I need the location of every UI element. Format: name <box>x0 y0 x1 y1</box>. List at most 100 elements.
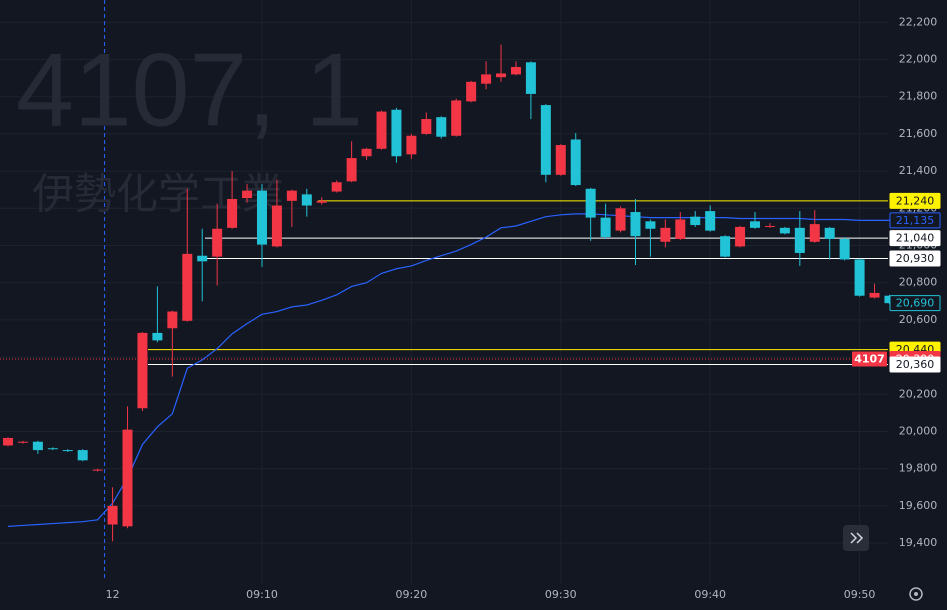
candle-body <box>466 81 477 102</box>
y-tick-label: 19,800 <box>899 462 938 475</box>
candle-body <box>510 66 521 75</box>
candle-body <box>137 332 148 409</box>
x-tick-label: 09:50 <box>844 588 876 601</box>
candle-body <box>570 139 581 186</box>
candle-body <box>17 441 28 443</box>
candle-body <box>301 194 312 206</box>
candle-body <box>839 238 850 260</box>
settings-button[interactable] <box>909 587 923 601</box>
candle-body <box>47 448 58 450</box>
y-tick-label: 22,200 <box>899 15 938 28</box>
candle-body <box>152 332 163 341</box>
candle-body <box>705 211 716 231</box>
x-tick-label: 09:30 <box>545 588 577 601</box>
price-badge-label: 21,040 <box>896 232 935 245</box>
price-badge-label: 21,135 <box>896 214 935 227</box>
price-badge-label: 20,930 <box>896 252 935 265</box>
gear-center <box>914 592 918 596</box>
candle-body <box>720 236 731 257</box>
candle-body <box>242 190 253 199</box>
x-tick-label: 09:10 <box>246 588 278 601</box>
price-badge <box>889 356 941 373</box>
candle-body <box>735 226 746 247</box>
symbol-badge-label: 4107 <box>854 352 885 365</box>
candle-body <box>630 212 641 237</box>
candle-body <box>271 205 282 247</box>
candle-body <box>107 505 118 525</box>
y-tick-label: 21,400 <box>899 164 938 177</box>
candle-body <box>600 217 611 238</box>
candle-body <box>346 158 357 182</box>
candle-body <box>227 199 238 228</box>
scroll-icon <box>850 532 864 544</box>
y-tick-label: 20,600 <box>899 313 938 326</box>
candle-body <box>316 200 327 203</box>
candle-body <box>496 73 507 78</box>
y-tick-label: 22,000 <box>899 53 938 66</box>
symbol-badge <box>852 351 887 367</box>
candle-body <box>869 292 880 298</box>
candle-body <box>92 469 103 471</box>
candle-body <box>794 227 805 253</box>
candle-body <box>615 208 626 231</box>
candle-body <box>824 227 835 239</box>
candle-body <box>585 188 596 218</box>
candle-body <box>286 190 297 201</box>
candle-body <box>854 259 865 296</box>
y-tick-label: 21,800 <box>899 90 938 103</box>
candle-body <box>122 429 133 527</box>
price-badge-label: 20,360 <box>896 358 935 371</box>
candle-body <box>376 111 387 149</box>
x-tick-label: 12 <box>106 588 120 601</box>
price-badge <box>889 192 941 209</box>
candle-body <box>361 148 372 157</box>
candle-body <box>197 255 208 262</box>
price-badge-label: 21,240 <box>896 194 935 207</box>
candle-body <box>525 62 536 94</box>
candle-body <box>391 109 402 157</box>
candle-body <box>690 216 701 226</box>
candle-body <box>660 227 671 242</box>
y-tick-label: 21,600 <box>899 127 938 140</box>
y-tick-label: 19,400 <box>899 536 938 549</box>
watermark-name: 伊勢化学工業 <box>32 170 284 219</box>
candle-body <box>182 253 193 321</box>
y-tick-label: 20,800 <box>899 276 938 289</box>
x-tick-label: 09:20 <box>396 588 428 601</box>
candle-body <box>809 224 820 242</box>
candle-body <box>645 221 656 229</box>
candle-body <box>555 145 566 175</box>
candle-body <box>421 119 432 134</box>
candle-body <box>750 221 760 228</box>
price-badge <box>889 230 941 247</box>
candle-body <box>331 182 342 192</box>
price-badge <box>889 212 941 229</box>
y-tick-label: 20,200 <box>899 387 938 400</box>
candle-body <box>77 450 88 461</box>
candle-body <box>62 450 73 452</box>
candle-body <box>436 117 447 137</box>
x-tick-label: 09:40 <box>694 588 726 601</box>
candle-body <box>451 100 462 136</box>
candle-body <box>212 228 223 257</box>
candle-body <box>256 190 267 245</box>
gear-icon[interactable] <box>909 587 923 601</box>
candle-body <box>540 105 551 175</box>
candle-body <box>406 135 417 155</box>
candle-body <box>675 219 686 239</box>
moving-average <box>7 213 890 527</box>
candle-body <box>884 295 895 304</box>
price-badge <box>889 295 941 312</box>
candle-body <box>779 227 790 234</box>
candle-body <box>764 225 775 227</box>
y-tick-label: 20,000 <box>899 424 938 437</box>
scroll-button[interactable] <box>843 525 869 551</box>
watermark-symbol: 4107, 1 <box>16 32 363 148</box>
candle-body <box>167 311 178 329</box>
candle-body <box>481 74 492 84</box>
price-badge-label: 20,690 <box>896 297 935 310</box>
y-tick-label: 19,600 <box>899 499 938 512</box>
candle-body <box>3 438 13 446</box>
